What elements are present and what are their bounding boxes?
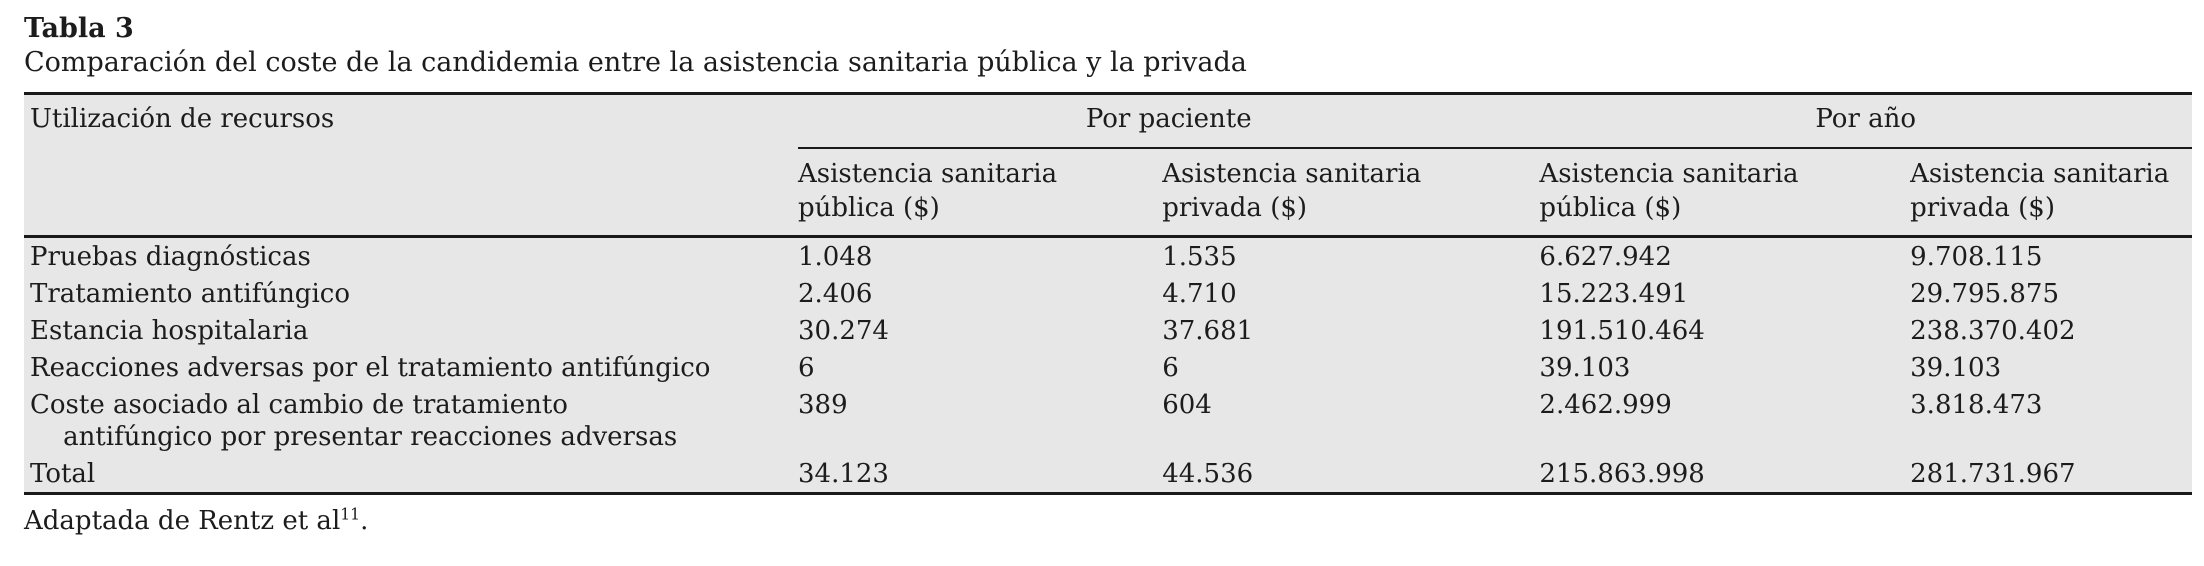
value-cell: 15.223.491 <box>1539 279 1689 309</box>
value-cell: 281.731.967 <box>1910 459 2076 489</box>
column-header-public-per-year: Asistencia sanitaria pública ($) <box>1539 159 1799 223</box>
value-cell: 6.627.942 <box>1539 235 1911 275</box>
table-body: Pruebas diagnósticas 1.048 1.535 6.627.9… <box>24 235 2192 494</box>
value-cell: 29.795.875 <box>1910 279 2060 309</box>
row-label: Coste asociado al cambio de tratamiento … <box>30 390 678 452</box>
value-cell: 4.710 <box>1162 279 1237 309</box>
value-cell: 39.103 <box>1910 353 2002 383</box>
row-label: Tratamiento antifúngico <box>30 279 350 309</box>
table-row-antifungal-treatment: Tratamiento antifúngico 2.406 4.710 15.2… <box>24 275 2192 312</box>
column-header-empty <box>24 148 798 237</box>
table-row-diagnostic-tests: Pruebas diagnósticas 1.048 1.535 6.627.9… <box>24 235 2192 275</box>
value-cell: 389 <box>797 390 848 420</box>
group-header-per-year: Por año <box>1539 93 2192 149</box>
value-cell: 44.536 <box>1162 459 1254 489</box>
value-cell: 191.510.464 <box>1539 316 1705 346</box>
column-header-row: Asistencia sanitaria pública ($) Asisten… <box>24 148 2192 237</box>
table-caption-text: Comparación del coste de la candidemia e… <box>24 47 1247 78</box>
value-cell: 215.863.998 <box>1539 459 1705 489</box>
value-cell: 6 <box>1162 353 1179 383</box>
article-table-figure: Tabla 3 Comparación del coste de la cand… <box>24 12 2192 537</box>
cost-comparison-table: Utilización de recursos Por paciente Por… <box>24 92 2192 495</box>
group-header-per-patient: Por paciente <box>797 93 1540 149</box>
column-header-public-per-patient: Asistencia sanitaria pública ($) <box>797 159 1058 223</box>
column-header-resources: Utilización de recursos <box>30 104 335 134</box>
value-cell: 1.048 <box>797 235 1163 275</box>
table-header: Utilización de recursos Por paciente Por… <box>24 93 2192 237</box>
value-cell: 604 <box>1162 390 1212 420</box>
value-cell: 37.681 <box>1162 316 1254 346</box>
table-row-adverse-reactions: Reacciones adversas por el tratamiento a… <box>24 349 2192 386</box>
footnote-reference-superscript: 11 <box>340 505 361 524</box>
table-footnote: Adaptada de Rentz et al11. <box>24 505 2192 537</box>
value-cell: 34.123 <box>797 459 889 489</box>
row-label: Total <box>30 459 96 489</box>
table-row-hospital-stay: Estancia hospitalaria 30.274 37.681 191.… <box>24 312 2192 349</box>
row-label: Estancia hospitalaria <box>30 316 309 346</box>
group-header-row: Utilización de recursos Por paciente Por… <box>24 93 2192 149</box>
value-cell: 39.103 <box>1539 353 1631 383</box>
value-cell: 9.708.115 <box>1910 235 2192 275</box>
value-cell: 238.370.402 <box>1910 316 2076 346</box>
table-row-total: Total 34.123 44.536 215.863.998 281.731.… <box>24 455 2192 494</box>
row-label: Pruebas diagnósticas <box>24 235 798 275</box>
footnote-period: . <box>360 506 369 536</box>
value-cell: 6 <box>797 353 815 383</box>
value-cell: 2.406 <box>797 279 873 309</box>
row-label: Reacciones adversas por el tratamiento a… <box>30 353 711 383</box>
table-number: Tabla 3 <box>24 13 134 44</box>
value-cell: 1.535 <box>1162 235 1540 275</box>
footnote-text: Adaptada de Rentz et al <box>24 506 341 536</box>
table-caption-block: Tabla 3 Comparación del coste de la cand… <box>24 12 2192 80</box>
table-row-treatment-change-cost: Coste asociado al cambio de tratamiento … <box>24 386 2192 455</box>
value-cell: 30.274 <box>797 316 889 346</box>
column-header-private-per-year: Asistencia sanitaria privada ($) <box>1910 159 2170 223</box>
value-cell: 2.462.999 <box>1539 390 1672 420</box>
column-header-private-per-patient: Asistencia sanitaria privada ($) <box>1162 159 1422 223</box>
value-cell: 3.818.473 <box>1910 390 2043 420</box>
